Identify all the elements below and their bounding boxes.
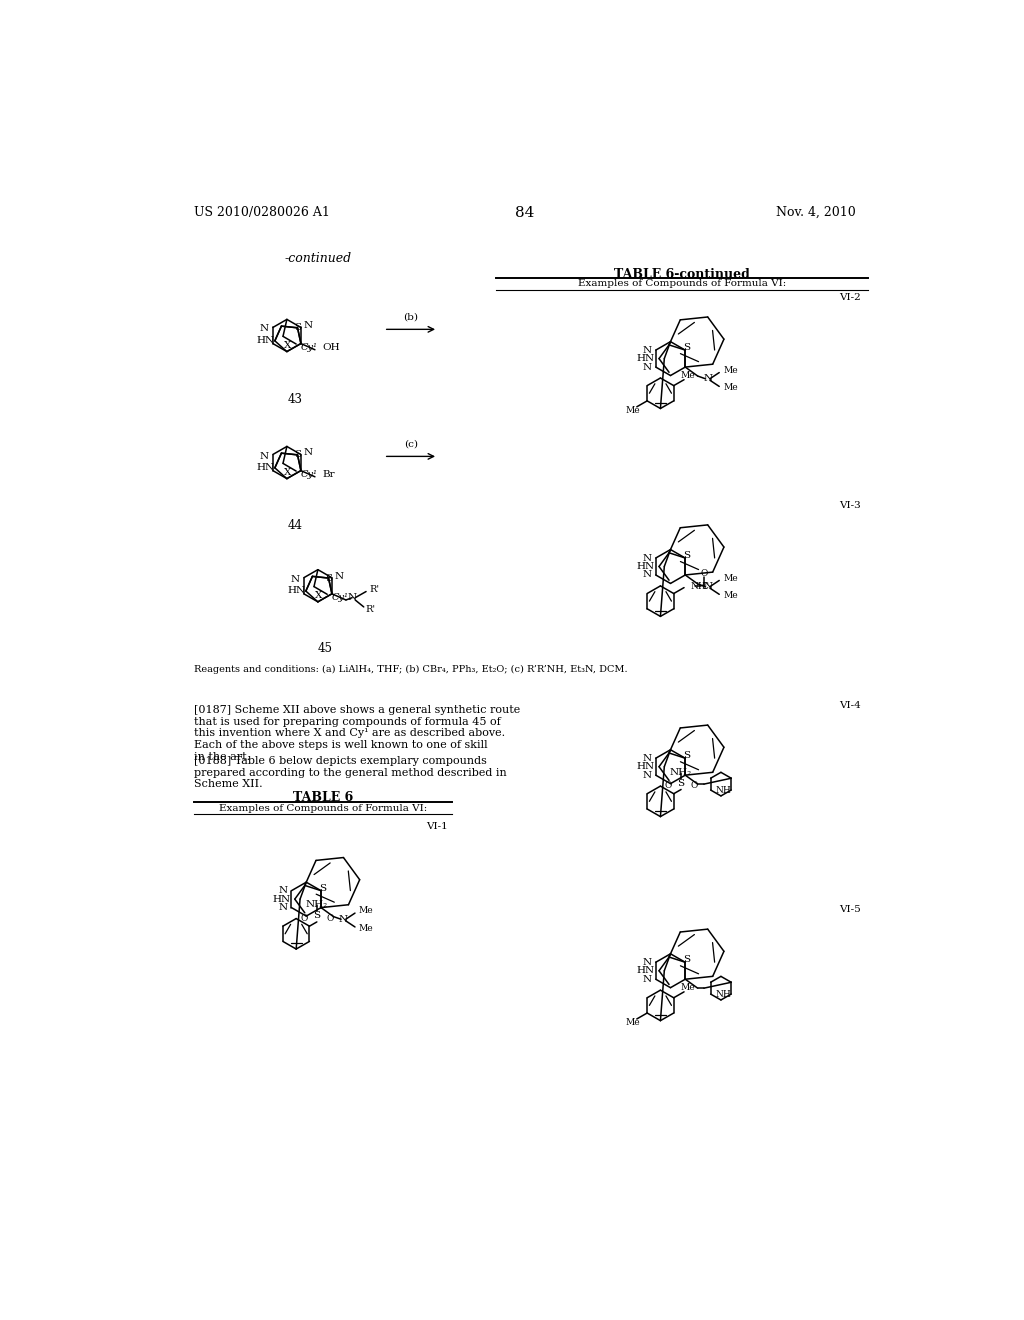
Text: O: O	[690, 781, 697, 791]
Text: S: S	[313, 911, 321, 920]
Text: C: C	[701, 582, 709, 590]
Text: N: N	[260, 325, 269, 334]
Text: N: N	[643, 346, 652, 355]
Text: N: N	[304, 321, 313, 330]
Text: TABLE 6-continued: TABLE 6-continued	[614, 268, 750, 281]
Text: HN: HN	[256, 463, 274, 471]
Text: Cy¹: Cy¹	[332, 593, 349, 602]
Text: N: N	[643, 363, 652, 371]
Text: N: N	[279, 886, 288, 895]
Text: HN: HN	[272, 895, 291, 904]
Text: Me: Me	[358, 924, 374, 933]
Text: VI-4: VI-4	[839, 701, 860, 710]
Text: N: N	[643, 771, 652, 780]
Text: Br: Br	[323, 470, 335, 479]
Text: NH: NH	[716, 785, 731, 795]
Text: VI-3: VI-3	[839, 502, 860, 510]
Text: Me: Me	[626, 1018, 640, 1027]
Text: [0188] Table 6 below depicts exemplary compounds
prepared according to the gener: [0188] Table 6 below depicts exemplary c…	[194, 756, 507, 789]
Text: R': R'	[370, 586, 379, 594]
Text: S: S	[683, 751, 690, 760]
Text: Me: Me	[723, 574, 737, 582]
Text: N: N	[291, 574, 300, 583]
Text: Nov. 4, 2010: Nov. 4, 2010	[776, 206, 856, 219]
Text: Me: Me	[723, 366, 737, 375]
Text: S: S	[678, 779, 685, 788]
Text: N: N	[643, 553, 652, 562]
Text: US 2010/0280026 A1: US 2010/0280026 A1	[194, 206, 330, 219]
Text: Cy¹: Cy¹	[301, 470, 317, 479]
Text: X: X	[284, 467, 291, 477]
Text: OH: OH	[323, 343, 340, 352]
Text: VI-5: VI-5	[839, 906, 860, 915]
Text: Me: Me	[723, 591, 737, 601]
Text: O: O	[665, 781, 672, 791]
Text: O: O	[700, 569, 708, 578]
Text: Examples of Compounds of Formula VI:: Examples of Compounds of Formula VI:	[219, 804, 427, 813]
Text: N: N	[347, 593, 356, 602]
Text: S: S	[325, 574, 332, 582]
Text: S: S	[294, 323, 301, 333]
Text: N: N	[339, 915, 348, 924]
Text: NH: NH	[690, 582, 706, 590]
Text: N: N	[643, 570, 652, 579]
Text: HN: HN	[637, 966, 655, 975]
Text: S: S	[294, 450, 301, 459]
Text: S: S	[683, 552, 690, 560]
Text: (c): (c)	[403, 440, 418, 449]
Text: O: O	[300, 913, 307, 923]
Text: S: S	[319, 884, 326, 892]
Text: 45: 45	[318, 642, 333, 655]
Text: S: S	[683, 343, 690, 352]
Text: NH₂: NH₂	[306, 900, 328, 909]
Text: N: N	[643, 974, 652, 983]
Text: Me: Me	[681, 983, 695, 993]
Text: R': R'	[366, 605, 376, 614]
Text: NH: NH	[716, 990, 731, 999]
Text: 44: 44	[287, 519, 302, 532]
Text: TABLE 6: TABLE 6	[293, 792, 353, 804]
Text: (b): (b)	[403, 313, 419, 322]
Text: N: N	[335, 572, 344, 581]
Text: N: N	[643, 754, 652, 763]
Text: N: N	[703, 582, 712, 591]
Text: HN: HN	[637, 354, 655, 363]
Text: Me: Me	[681, 371, 695, 380]
Text: 84: 84	[515, 206, 535, 220]
Text: N: N	[703, 374, 712, 383]
Text: Examples of Compounds of Formula VI:: Examples of Compounds of Formula VI:	[578, 280, 786, 288]
Text: HN: HN	[637, 562, 655, 572]
Text: -continued: -continued	[285, 252, 351, 265]
Text: Reagents and conditions: (a) LiAlH₄, THF; (b) CBr₄, PPh₃, Et₂O; (c) R’R’NH, Et₃N: Reagents and conditions: (a) LiAlH₄, THF…	[194, 665, 628, 675]
Text: Cy¹: Cy¹	[301, 343, 317, 351]
Text: O: O	[327, 913, 334, 923]
Text: HN: HN	[288, 586, 305, 595]
Text: VI-1: VI-1	[426, 822, 449, 832]
Text: VI-2: VI-2	[839, 293, 860, 302]
Text: N: N	[260, 451, 269, 461]
Text: 43: 43	[287, 393, 302, 407]
Text: HN: HN	[256, 335, 274, 345]
Text: Me: Me	[723, 383, 737, 392]
Text: X: X	[284, 341, 291, 350]
Text: Me: Me	[626, 407, 640, 416]
Text: [0187] Scheme XII above shows a general synthetic route
that is used for prepari: [0187] Scheme XII above shows a general …	[194, 705, 520, 762]
Text: X: X	[314, 591, 323, 601]
Text: HN: HN	[637, 762, 655, 771]
Text: N: N	[304, 449, 313, 458]
Text: N: N	[279, 903, 288, 912]
Text: NH₂: NH₂	[670, 768, 692, 777]
Text: Me: Me	[358, 907, 374, 915]
Text: N: N	[643, 958, 652, 966]
Text: S: S	[683, 956, 690, 965]
